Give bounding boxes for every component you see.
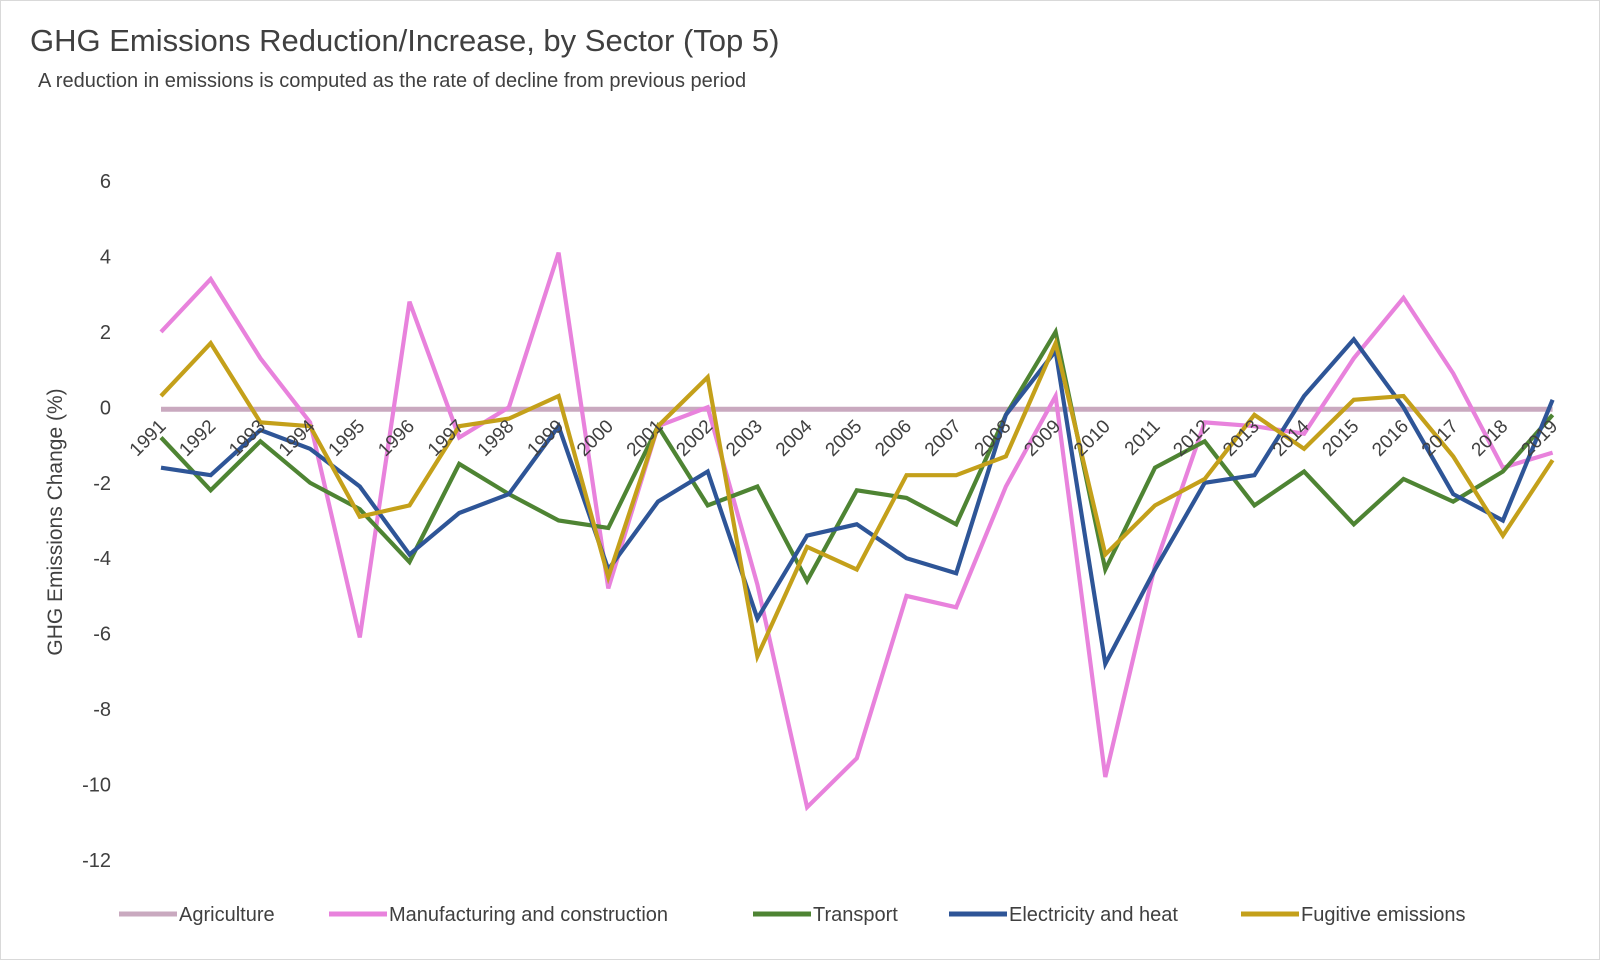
- legend-label: Agriculture: [179, 904, 275, 926]
- legend-label: Electricity and heat: [1009, 904, 1178, 926]
- legend-label: Fugitive emissions: [1301, 904, 1466, 926]
- x-axis-ticks: 1991 1992 1993 1994 1995 1996 1997 1998 1999 2000…: [126, 416, 1562, 461]
- series-line-4: [160, 336, 1555, 671]
- legend: Agriculture Manufacturing and constructio…: [119, 904, 1466, 926]
- y-tick-label: -12: [82, 850, 111, 872]
- x-tick-label: 1995: [325, 416, 370, 461]
- x-tick-label: 2010: [1070, 416, 1115, 461]
- x-tick-label: 2006: [871, 416, 916, 461]
- y-tick-label: -6: [93, 624, 111, 646]
- series-line-3: [159, 326, 1555, 586]
- x-tick-label: 2000: [573, 416, 618, 461]
- y-tick-label: 4: [100, 246, 111, 268]
- y-tick-label: -2: [93, 473, 111, 495]
- legend-label: Transport: [813, 904, 898, 926]
- chart-subtitle: A reduction in emissions is computed as …: [38, 70, 747, 92]
- y-tick-label: -4: [93, 548, 111, 570]
- x-tick-label: 1997: [424, 416, 469, 461]
- legend-label: Manufacturing and construction: [389, 904, 668, 926]
- x-tick-label: 1992: [175, 416, 220, 461]
- x-tick-label: 2003: [722, 416, 767, 461]
- x-tick-label: 2014: [1269, 416, 1314, 461]
- series-lines: [159, 252, 1555, 812]
- x-tick-label: 2019: [1517, 416, 1562, 461]
- x-tick-label: 2016: [1368, 416, 1413, 461]
- x-tick-label: 2005: [822, 416, 867, 461]
- y-tick-label: 6: [100, 171, 111, 193]
- chart-title: GHG Emissions Reduction/Increase, by Sec…: [30, 23, 780, 58]
- y-tick-label: -10: [82, 775, 111, 797]
- x-tick-label: 1996: [374, 416, 419, 461]
- y-axis-ticks: 6 4 2 0 -2 -4 -6 -8 -10 -12: [82, 171, 111, 872]
- y-tick-label: 2: [100, 322, 111, 344]
- x-tick-label: 2015: [1319, 416, 1364, 461]
- y-tick-label: -8: [93, 699, 111, 721]
- series-line-5: [159, 336, 1555, 664]
- x-tick-label: 2018: [1468, 416, 1513, 461]
- x-tick-label: 2007: [921, 416, 966, 461]
- series-line-2: [159, 252, 1554, 812]
- y-axis-title: GHG Emissions Change (%): [44, 388, 67, 655]
- x-tick-label: 2004: [772, 416, 817, 461]
- y-tick-label: 0: [100, 397, 111, 419]
- x-tick-label: 2011: [1121, 416, 1165, 460]
